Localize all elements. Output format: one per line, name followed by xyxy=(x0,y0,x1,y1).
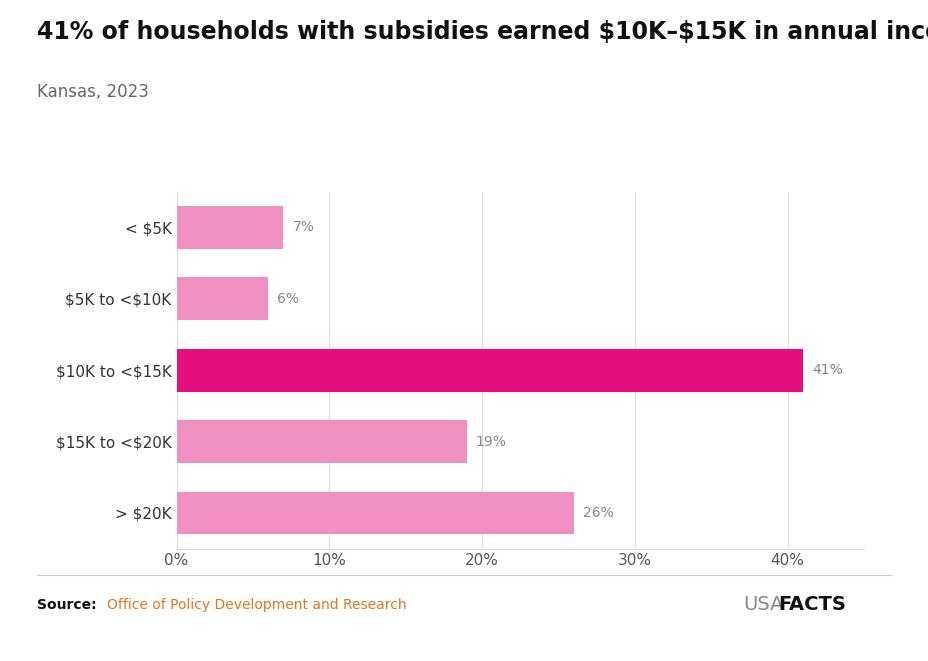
Bar xyxy=(176,206,283,249)
Text: 19%: 19% xyxy=(475,434,507,449)
Text: 6%: 6% xyxy=(277,292,299,306)
Text: 7%: 7% xyxy=(292,220,315,235)
Text: 26%: 26% xyxy=(582,506,613,520)
Text: 41%: 41% xyxy=(811,363,842,377)
Text: FACTS: FACTS xyxy=(778,596,845,614)
Text: Kansas, 2023: Kansas, 2023 xyxy=(37,83,148,100)
Bar xyxy=(176,492,574,534)
Bar xyxy=(176,278,268,320)
Bar xyxy=(176,420,466,463)
Text: Source:: Source: xyxy=(37,598,97,612)
Bar xyxy=(176,349,802,391)
Text: Office of Policy Development and Research: Office of Policy Development and Researc… xyxy=(107,598,406,612)
Text: USA: USA xyxy=(742,596,783,614)
Text: 41% of households with subsidies earned \$10K–\$15K in annual income.: 41% of households with subsidies earned … xyxy=(37,20,928,44)
